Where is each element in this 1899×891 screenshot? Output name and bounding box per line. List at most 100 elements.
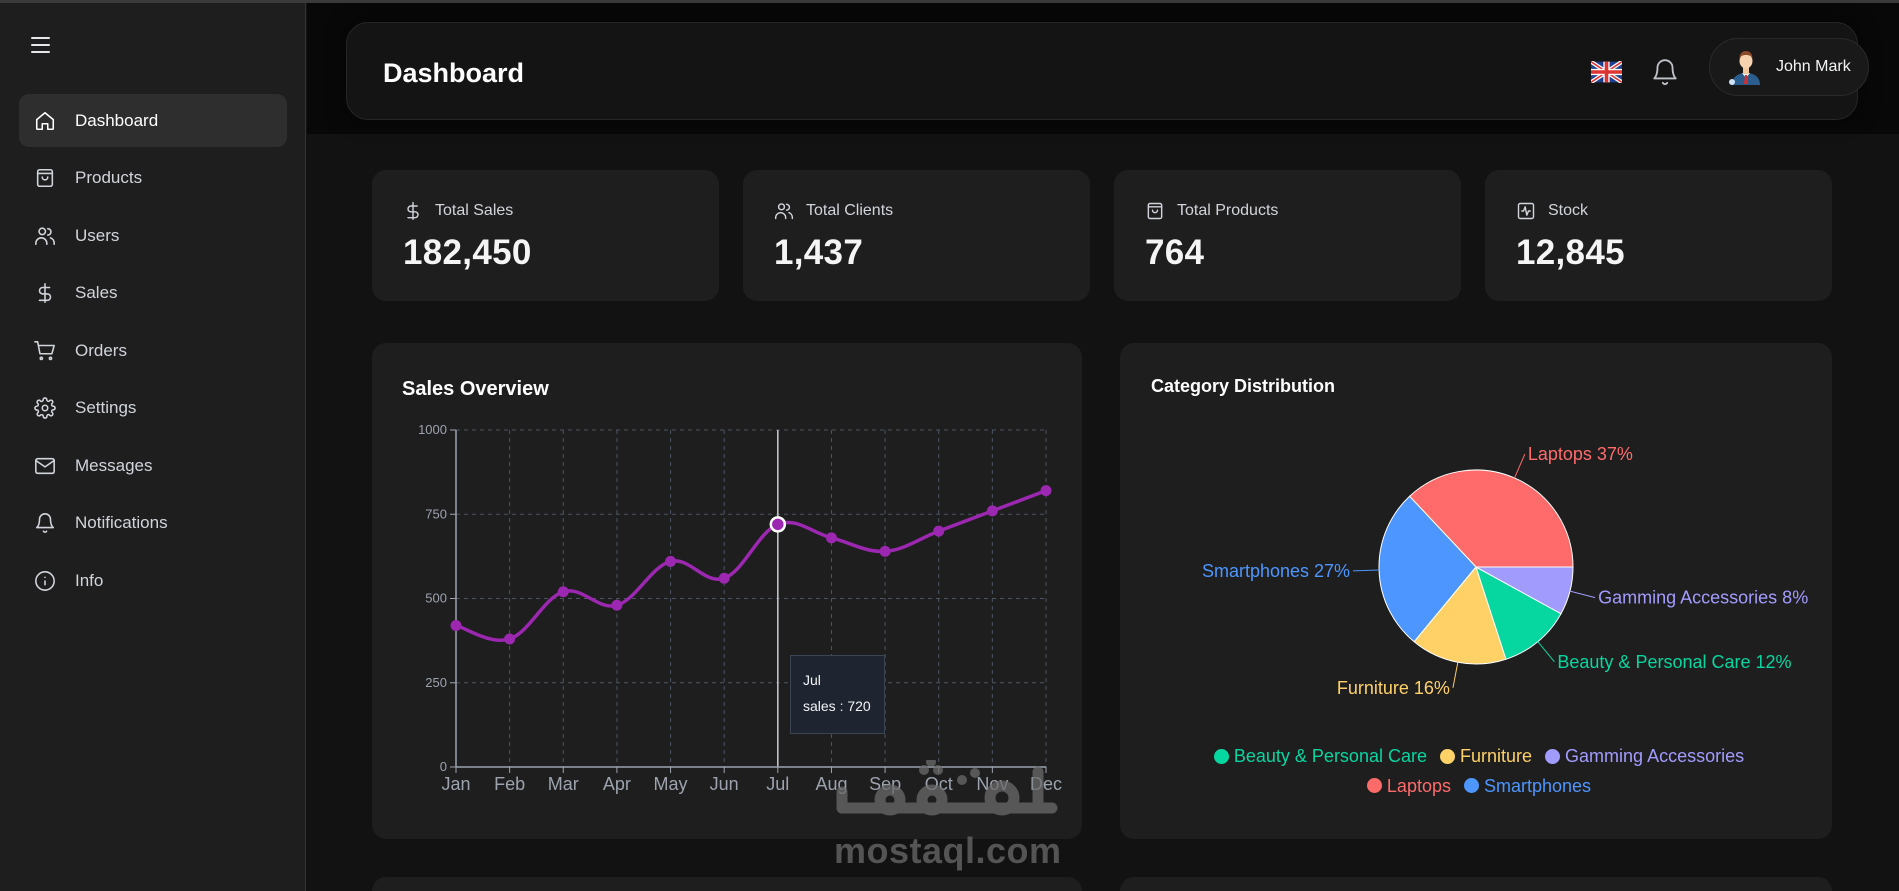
svg-text:250: 250 — [425, 675, 447, 690]
panel-title: Category Distribution — [1151, 376, 1336, 396]
avatar — [1729, 51, 1760, 85]
svg-text:Furniture 16%: Furniture 16% — [1337, 678, 1450, 698]
svg-text:750: 750 — [425, 506, 447, 521]
users-icon — [35, 226, 55, 245]
sidebar-item-sales[interactable]: Sales — [19, 267, 287, 320]
stat-label: Total Clients — [806, 202, 894, 219]
svg-text:Gamming Accessories 8%: Gamming Accessories 8% — [1598, 588, 1808, 608]
sidebar-item-label: Products — [75, 168, 143, 187]
stat-value: 12,845 — [1516, 233, 1625, 272]
legend-label: Smartphones — [1484, 775, 1592, 796]
gear-icon — [34, 397, 56, 419]
bottom-panel-right — [1120, 877, 1832, 891]
legend-item-furniture[interactable]: Furniture — [1440, 742, 1532, 770]
stat-card-total-sales: Total Sales 182,450 — [372, 170, 719, 301]
svg-text:Laptops 37%: Laptops 37% — [1528, 444, 1633, 464]
svg-text:Jul: Jul — [766, 774, 789, 794]
pie-legend: Beauty & Personal Care Furniture Gamming… — [1120, 742, 1838, 801]
svg-text:Aug: Aug — [815, 774, 847, 794]
bell-icon — [1653, 59, 1677, 86]
sidebar-item-info[interactable]: Info — [19, 554, 287, 607]
stat-card-total-products: Total Products 764 — [1114, 170, 1461, 301]
legend-label: Beauty & Personal Care — [1233, 746, 1427, 766]
legend-label: Furniture — [1460, 746, 1533, 766]
svg-text:Sep: Sep — [869, 774, 901, 794]
stat-label: Total Products — [1177, 202, 1279, 219]
legend-label: Gamming Accessories — [1565, 746, 1745, 766]
top-header: Dashboard John Mark — [346, 22, 1869, 120]
sidebar-item-label: Orders — [75, 340, 127, 360]
svg-text:Beauty & Personal Care 12%: Beauty & Personal Care 12% — [1557, 652, 1791, 672]
legend-label: Laptops — [1386, 775, 1451, 796]
info-icon — [35, 570, 55, 591]
mail-icon — [35, 457, 55, 474]
legend-dot-icon — [1545, 748, 1561, 764]
svg-text:Jun: Jun — [710, 774, 739, 794]
svg-text:Oct: Oct — [925, 774, 953, 794]
sidebar-item-label: Settings — [75, 398, 137, 417]
stat-value: 764 — [1145, 233, 1205, 272]
uk-flag-icon[interactable] — [1591, 61, 1622, 83]
sidebar-item-label: Dashboard — [75, 110, 159, 130]
panel-title: Sales Overview — [402, 378, 549, 400]
sidebar-item-label: Users — [75, 225, 120, 245]
sidebar: Dashboard Products Users Sales Orders Se… — [0, 3, 306, 891]
legend-dot-icon — [1440, 748, 1455, 764]
cart-icon — [34, 340, 55, 360]
sidebar-nav: Dashboard Products Users Sales Orders Se… — [19, 94, 287, 612]
legend-dot-icon — [1213, 748, 1229, 764]
svg-text:Nov: Nov — [976, 774, 1008, 794]
hamburger-icon[interactable] — [31, 37, 50, 55]
stat-label: Total Sales — [435, 202, 514, 219]
bottom-panel-left — [372, 877, 1082, 891]
sidebar-item-orders[interactable]: Orders — [19, 324, 287, 377]
sales-overview-panel: Sales Overview — [372, 343, 1082, 839]
legend-item-smartphones[interactable]: Smartphones — [1464, 772, 1591, 800]
svg-text:Smartphones 27%: Smartphones 27% — [1202, 561, 1350, 581]
user-name: John Mark — [1776, 58, 1851, 75]
dollar-icon — [407, 201, 419, 221]
stat-value: 182,450 — [403, 233, 532, 272]
tooltip-value: sales : 720 — [803, 698, 871, 714]
home-icon — [35, 111, 55, 130]
legend-dot-icon — [1464, 778, 1479, 793]
svg-text:Dec: Dec — [1030, 774, 1062, 794]
sidebar-item-settings[interactable]: Settings — [19, 382, 287, 435]
svg-text:0: 0 — [440, 759, 447, 774]
sales-line-chart[interactable]: 0 250 500 750 1000 Jan Feb Mar Apr May Jun Jul Aug Se… — [400, 420, 1080, 800]
svg-text:Jan: Jan — [441, 774, 470, 794]
page-title: Dashboard — [383, 58, 525, 88]
sidebar-item-notifications[interactable]: Notifications — [19, 497, 287, 550]
bell-icon — [35, 513, 55, 533]
svg-text:Feb: Feb — [494, 774, 525, 794]
stat-card-total-clients: Total Clients 1,437 — [743, 170, 1090, 301]
svg-text:May: May — [654, 774, 688, 794]
sidebar-item-label: Notifications — [75, 513, 168, 532]
shopping-bag-icon — [1147, 202, 1163, 220]
svg-text:1000: 1000 — [418, 422, 447, 437]
window-top-border — [0, 0, 1899, 3]
svg-text:Mar: Mar — [548, 774, 579, 794]
notifications-button[interactable] — [1652, 58, 1678, 86]
legend-item-gaming[interactable]: Gamming Accessories — [1545, 742, 1744, 770]
sidebar-item-label: Info — [75, 570, 104, 590]
sidebar-item-label: Messages — [75, 455, 153, 475]
sidebar-item-dashboard[interactable]: Dashboard — [19, 94, 287, 147]
legend-item-laptops[interactable]: Laptops — [1366, 772, 1451, 800]
dollar-icon — [38, 283, 52, 303]
stat-card-stock: Stock 12,845 — [1485, 170, 1832, 301]
sidebar-item-label: Sales — [75, 283, 118, 302]
svg-text:Apr: Apr — [603, 774, 631, 794]
user-menu-button[interactable]: John Mark — [1709, 38, 1869, 96]
stat-label: Stock — [1548, 202, 1589, 219]
users-icon — [774, 203, 794, 220]
legend-item-beauty[interactable]: Beauty & Personal Care — [1213, 742, 1427, 770]
sidebar-item-messages[interactable]: Messages — [19, 439, 287, 492]
activity-icon — [1517, 202, 1535, 220]
svg-text:500: 500 — [425, 591, 447, 606]
tooltip-label: Jul — [803, 672, 821, 688]
sidebar-item-users[interactable]: Users — [19, 209, 287, 262]
sidebar-item-products[interactable]: Products — [19, 152, 287, 205]
category-pie-chart[interactable]: Laptops 37% Smartphones 27% Furniture 16% B… — [1120, 343, 1832, 743]
chart-tooltip: Jul sales : 720 — [790, 655, 885, 734]
